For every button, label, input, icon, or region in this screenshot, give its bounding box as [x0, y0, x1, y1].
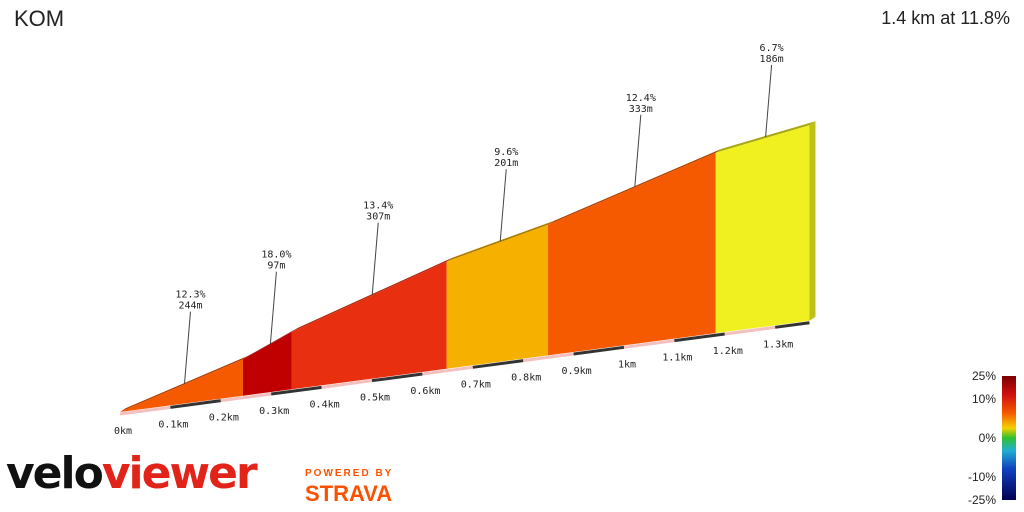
baseline-stripe: [271, 385, 322, 396]
segment-leader-1: [183, 311, 191, 384]
profile-end-face: [809, 121, 816, 321]
segment-title: KOM: [14, 6, 65, 31]
baseline-stripe: [220, 392, 272, 403]
segment-leader-6: [765, 64, 773, 138]
baseline-stripe: [321, 379, 373, 389]
distance-tick-label: 0.4km: [310, 399, 340, 410]
segment-length-label-6: 186m: [760, 54, 784, 65]
baseline-stripe: [472, 359, 524, 369]
segment-length-label-3: 307m: [366, 212, 390, 223]
segment-top-6: [715, 121, 816, 153]
segment-leader-4: [499, 169, 507, 242]
segment-area-2[interactable]: [242, 331, 292, 396]
segment-top-2: [242, 327, 298, 360]
distance-tick-label: 0km: [114, 426, 132, 437]
segment-area-6[interactable]: [715, 125, 810, 334]
gradient-scale-label: -25%: [968, 493, 996, 507]
segment-area-3[interactable]: [291, 261, 447, 390]
distance-tick-label: 1.3km: [763, 339, 793, 350]
segment-gradient-label-1: 12.3%: [175, 290, 205, 301]
gradient-scale-label: 10%: [972, 392, 996, 406]
segment-leader-2: [269, 271, 277, 344]
distance-tick-label: 0.8km: [511, 373, 541, 384]
distance-tick-label: 0.9km: [562, 366, 592, 377]
distance-tick-label: 1km: [618, 359, 636, 370]
segment-area-5[interactable]: [547, 152, 716, 356]
baseline-stripe: [674, 332, 725, 343]
gradient-scale-label: 0%: [979, 431, 997, 445]
segment-length-label-4: 201m: [494, 158, 518, 169]
distance-tick-label: 0.7km: [461, 379, 491, 390]
gradient-color-scale: 25% 10% 0% -10% -25%: [968, 369, 1016, 507]
gradient-scale-label: -10%: [968, 470, 996, 484]
distance-tick-label: 0.3km: [259, 406, 289, 417]
segment-leader-5: [634, 114, 642, 187]
baseline-stripe: [119, 405, 171, 416]
gradient-scale-bar: [1002, 376, 1016, 500]
segment-area-4[interactable]: [446, 224, 548, 369]
baseline-stripe: [573, 345, 625, 356]
veloviewer-logo[interactable]: veloviewer: [6, 452, 258, 496]
segment-length-label-2: 97m: [267, 261, 285, 272]
distance-axis: 0km 0.1km 0.2km 0.3km 0.4km 0.5km 0.6km 0.7km 0.…: [114, 339, 793, 437]
distance-tick-label: 0.2km: [209, 413, 239, 424]
baseline-stripe: [623, 339, 675, 349]
segment-gradient-label-4: 9.6%: [494, 147, 518, 158]
segment-gradient-label-5: 12.4%: [626, 93, 656, 104]
distance-tick-label: 0.6km: [410, 386, 440, 397]
segment-gradient-label-6: 6.7%: [760, 43, 784, 54]
segment-gradient-label-3: 13.4%: [363, 201, 393, 212]
baseline-stripe: [775, 321, 810, 329]
baseline-stripe: [422, 365, 473, 376]
distance-tick-label: 0.1km: [158, 419, 188, 430]
distance-baseline: [119, 321, 810, 416]
segment-area-1[interactable]: [120, 359, 243, 412]
segment-length-label-5: 333m: [629, 104, 653, 115]
segment-summary: 1.4 km at 11.8%: [881, 8, 1010, 28]
baseline-stripe: [523, 352, 574, 363]
baseline-stripe: [724, 325, 776, 336]
logo-text-velo: velo: [6, 448, 104, 499]
segment-length-label-1: 244m: [178, 301, 202, 312]
logo-text-viewer: viewer: [101, 448, 258, 499]
distance-tick-label: 1.1km: [662, 353, 692, 364]
powered-by-label: POWERED BY: [305, 468, 394, 479]
baseline-stripe: [371, 372, 423, 383]
baseline-stripe: [170, 399, 221, 409]
segment-gradient-label-2: 18.0%: [261, 250, 291, 261]
distance-tick-label: 1.2km: [713, 346, 743, 357]
segment-leader-3: [371, 222, 379, 295]
segment-leaders: 12.3%244m 18.0%97m 13.4%307m 9.6%201m 12.4%3…: [175, 43, 784, 384]
gradient-scale-label: 25%: [972, 369, 996, 383]
strava-logo[interactable]: STRAVA: [305, 481, 393, 506]
distance-tick-label: 0.5km: [360, 393, 390, 404]
